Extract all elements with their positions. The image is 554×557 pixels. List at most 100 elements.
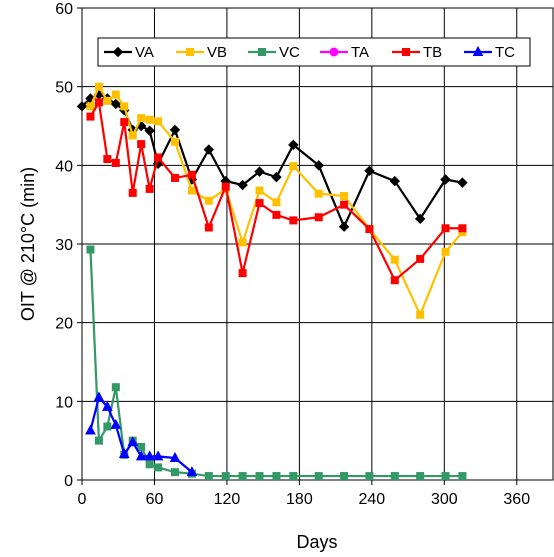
data-point-vb: [94, 82, 103, 91]
x-tick-label: 180: [286, 491, 313, 508]
legend-label: TC: [495, 44, 515, 61]
data-point-vb: [416, 310, 425, 319]
legend-marker: [258, 48, 266, 56]
data-point-vb: [289, 162, 298, 171]
data-point-tb: [221, 182, 230, 191]
legend-marker: [402, 48, 410, 56]
data-point-vc: [154, 463, 163, 472]
data-point-vb: [103, 96, 112, 105]
data-point-tb: [458, 224, 467, 233]
data-point-va: [457, 177, 468, 188]
data-point-vb: [187, 186, 196, 195]
legend-item-vc: VC: [248, 44, 300, 61]
data-point-tb: [255, 199, 264, 208]
data-point-tb: [390, 276, 399, 285]
series-group: [76, 82, 468, 481]
data-point-va: [389, 175, 400, 187]
data-point-vb: [145, 115, 154, 124]
legend: VA VB VC TA TB TC: [97, 37, 531, 67]
data-point-vb: [255, 186, 264, 195]
data-point-va: [110, 98, 122, 110]
data-point-vc: [390, 472, 399, 481]
x-axis-ticks: 0 60 120 180 240 300 360: [78, 480, 530, 508]
data-point-vb: [204, 196, 213, 205]
y-axis-ticks: 0 10 20 30 40 50 60: [55, 1, 82, 490]
legend-marker: [112, 46, 124, 58]
data-point-vc: [86, 245, 95, 254]
data-point-va: [76, 101, 88, 112]
data-point-va: [338, 221, 350, 232]
data-point-tb: [111, 158, 120, 167]
data-point-vb: [128, 131, 137, 140]
data-point-tc: [110, 418, 122, 429]
data-point-vb: [86, 102, 95, 111]
y-tick-label: 60: [55, 1, 73, 18]
y-tick-label: 10: [55, 394, 73, 411]
x-axis-title: Days: [296, 532, 337, 552]
y-tick-label: 40: [55, 158, 73, 175]
data-point-vb: [340, 192, 349, 201]
data-point-tc: [118, 447, 130, 459]
data-point-vb: [170, 137, 179, 146]
series-tb: [86, 98, 467, 285]
data-point-va: [169, 124, 181, 136]
data-point-vc: [340, 472, 349, 481]
data-point-tb: [94, 98, 103, 107]
legend-item-vb: VB: [176, 44, 227, 61]
data-point-vc: [137, 442, 146, 451]
data-point-tb: [137, 140, 146, 149]
y-axis-title: OIT @ 210°C (min): [18, 167, 38, 321]
data-point-vc: [103, 422, 112, 431]
legend-marker: [329, 47, 339, 57]
data-point-vc: [441, 472, 450, 481]
data-point-vb: [137, 114, 146, 123]
data-point-vc: [170, 468, 179, 477]
data-point-tb: [103, 155, 112, 164]
legend-label: TB: [423, 44, 442, 61]
legend-label: VA: [135, 44, 154, 61]
data-point-vb: [441, 247, 450, 256]
data-point-vc: [204, 472, 213, 481]
data-point-vc: [365, 472, 374, 481]
data-point-tc: [144, 450, 155, 461]
legend-item-ta: TA: [320, 44, 369, 61]
y-tick-label: 20: [55, 316, 73, 333]
series-line-vc: [89, 249, 463, 478]
data-point-vc: [289, 472, 298, 481]
data-point-vc: [458, 472, 467, 481]
y-tick-label: 0: [64, 473, 73, 490]
data-point-tb: [272, 210, 281, 219]
data-point-tc: [152, 450, 164, 461]
x-tick-label: 300: [431, 491, 458, 508]
data-point-tc: [85, 424, 96, 435]
series-line-tb: [89, 101, 463, 282]
data-point-vb: [120, 102, 129, 111]
data-point-vc: [272, 472, 281, 481]
data-point-tc: [186, 466, 198, 477]
data-point-tb: [289, 216, 298, 225]
data-point-va: [144, 125, 155, 136]
data-point-va: [440, 174, 451, 185]
data-point-tb: [365, 225, 374, 234]
data-point-tb: [441, 224, 450, 233]
data-point-vc: [221, 472, 230, 481]
x-tick-label: 0: [78, 491, 87, 508]
data-point-tb: [187, 170, 196, 179]
data-point-tc: [93, 391, 105, 402]
plot-area-group: [81, 7, 554, 481]
legend-label: TA: [351, 44, 369, 61]
data-point-tc: [102, 400, 113, 411]
data-point-tb: [340, 200, 349, 209]
x-tick-label: 240: [358, 491, 385, 508]
data-point-va: [313, 160, 324, 171]
data-point-vb: [238, 238, 247, 247]
data-point-tb: [238, 269, 247, 278]
data-point-vc: [255, 472, 264, 481]
data-point-vb: [154, 117, 163, 126]
data-point-tc: [127, 436, 139, 447]
data-point-tb: [120, 118, 129, 127]
data-point-vc: [145, 460, 154, 469]
data-point-vc: [416, 472, 425, 481]
data-point-tb: [154, 153, 163, 162]
